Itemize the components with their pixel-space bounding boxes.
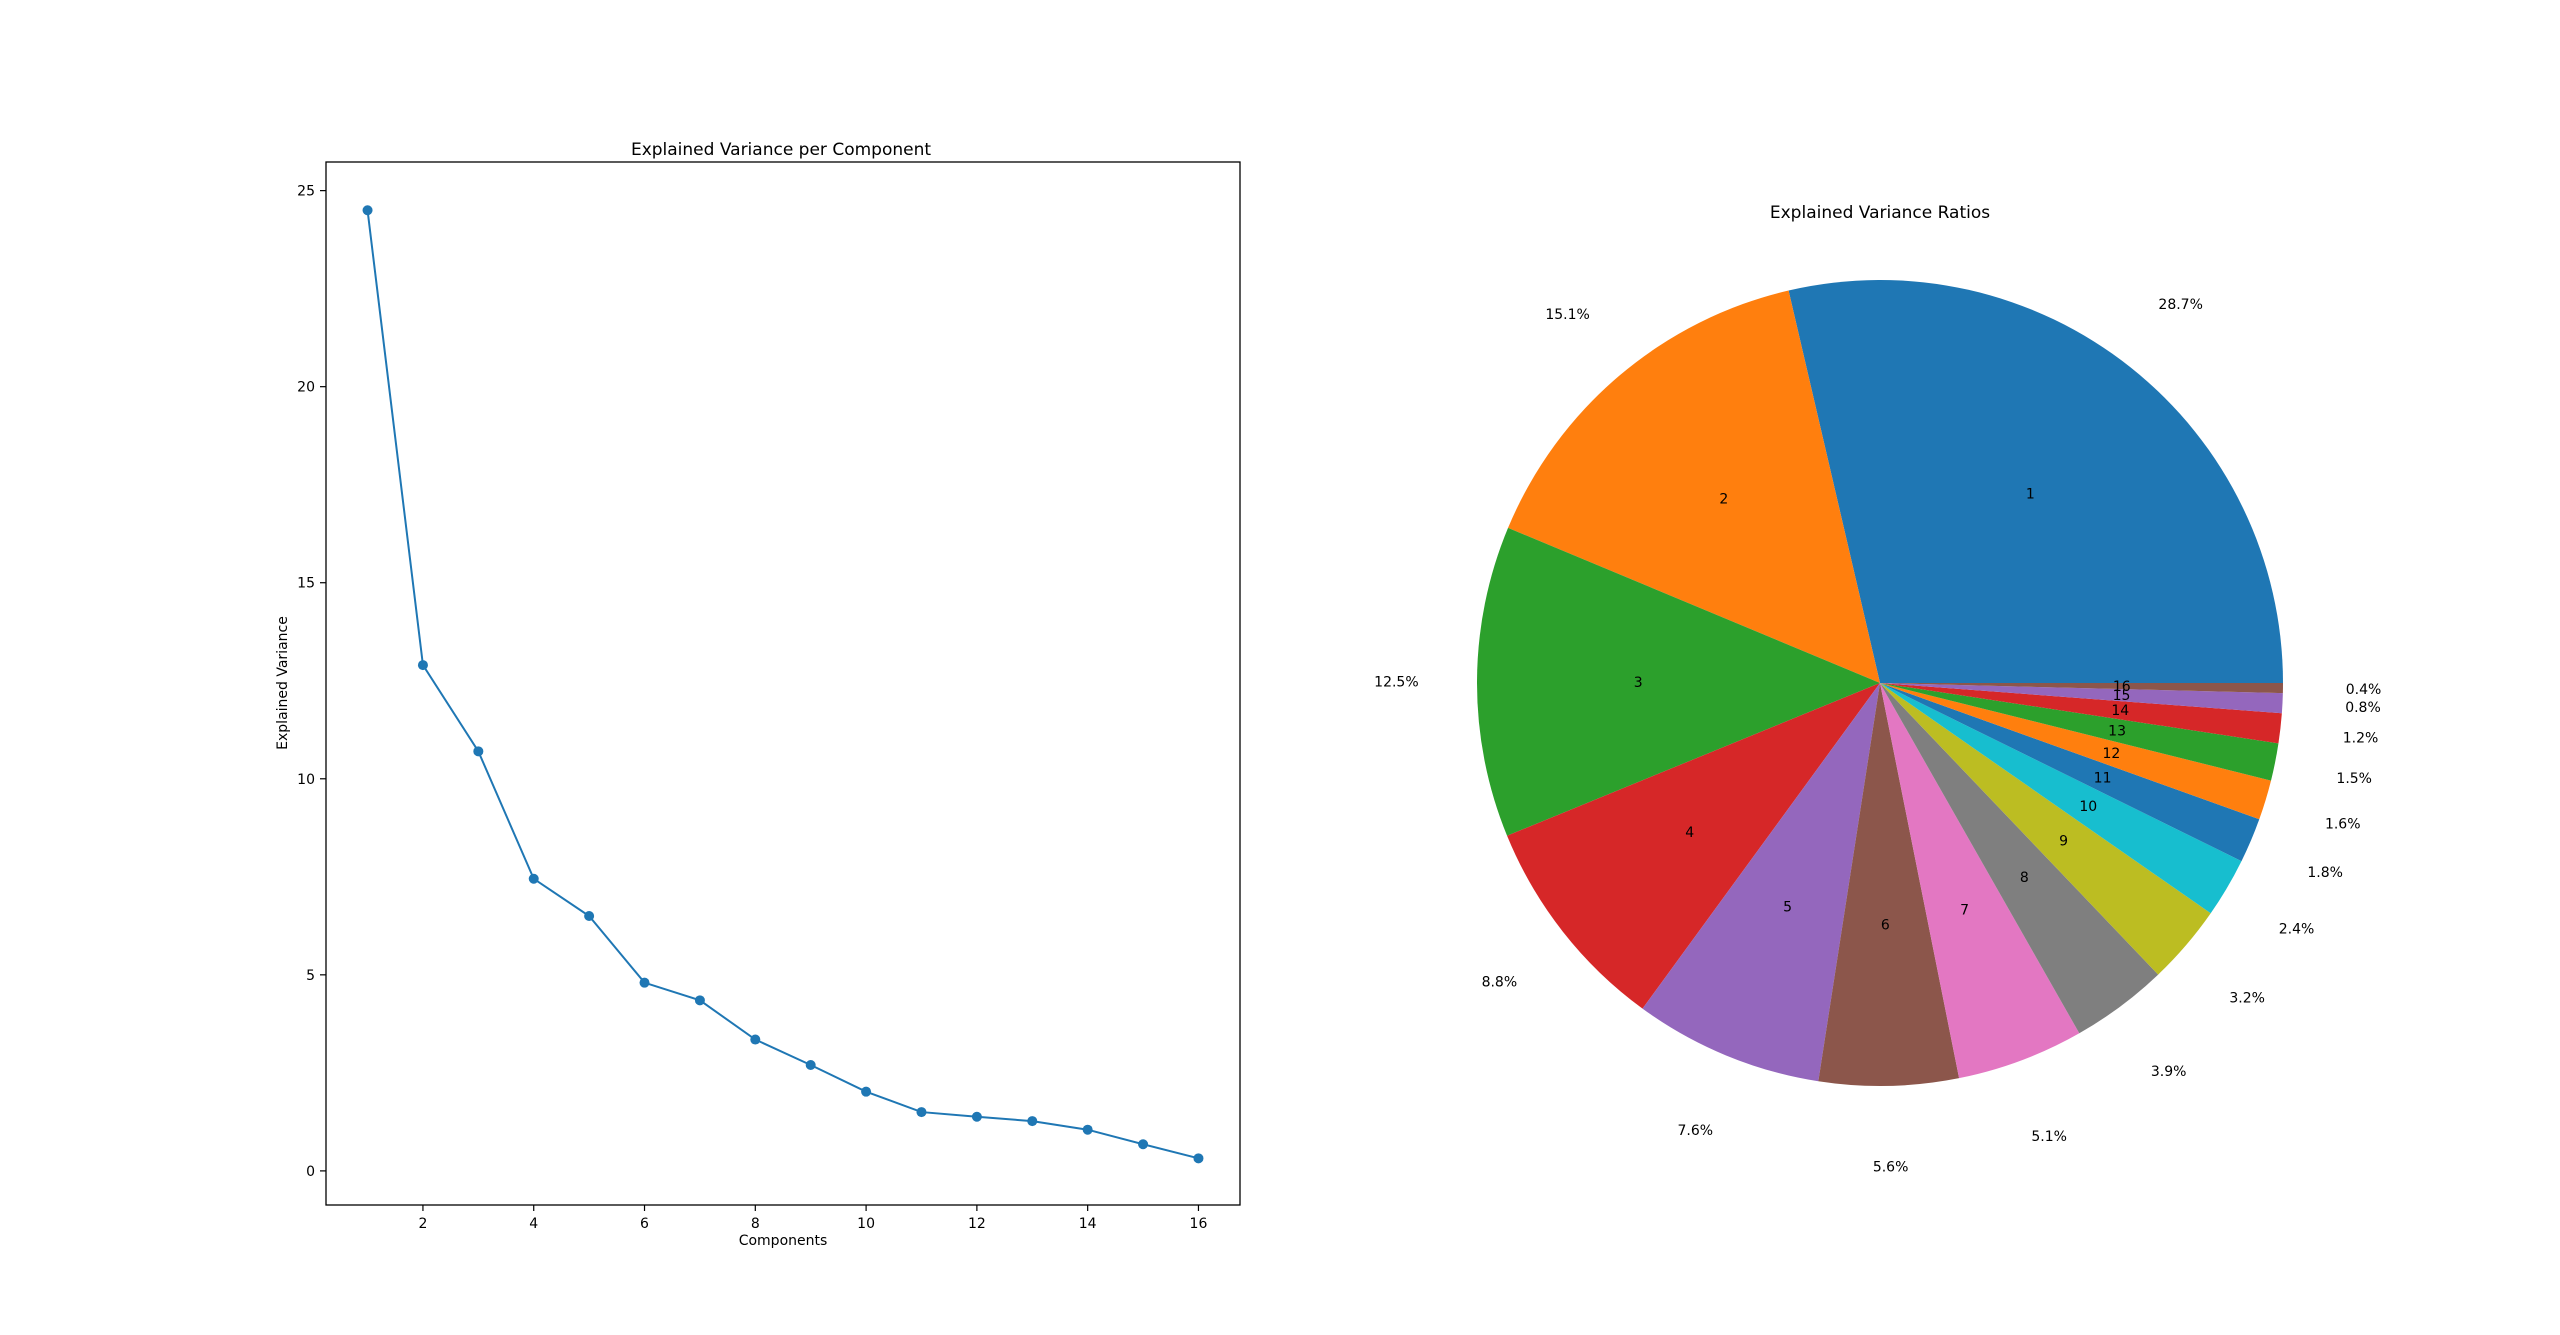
- pie-percent-label: 1.8%: [2307, 865, 2343, 881]
- data-point: [971, 1111, 982, 1122]
- x-axis-label: Components: [739, 1233, 828, 1249]
- data-point: [750, 1034, 761, 1045]
- pie-slice-label: 9: [2059, 833, 2068, 849]
- data-point: [1027, 1116, 1038, 1127]
- x-tick-label: 8: [751, 1216, 760, 1232]
- line-chart-axes-frame: [325, 161, 1241, 1206]
- data-point: [1138, 1139, 1149, 1150]
- y-axis-label: Explained Variance: [275, 616, 291, 750]
- data-point: [1193, 1153, 1204, 1164]
- x-tick-label: 2: [418, 1216, 427, 1232]
- pie-slice-label: 15: [2113, 688, 2131, 704]
- y-tick-label: 0: [306, 1164, 315, 1180]
- x-tick-label: 14: [1079, 1216, 1097, 1232]
- y-tick-label: 20: [297, 380, 315, 396]
- pie-slice-label: 7: [1960, 903, 1969, 919]
- data-point: [805, 1060, 816, 1071]
- pie-wedge: [1642, 683, 1880, 1082]
- pie-percent-label: 0.8%: [2345, 700, 2381, 716]
- pie-slice-label: 3: [1634, 675, 1643, 691]
- pie-percent-label: 7.6%: [1677, 1123, 1713, 1139]
- data-point: [362, 205, 373, 216]
- line-chart: Explained Variance per Component 2 4 6 8 10 1…: [275, 140, 1241, 1249]
- pie-chart-title: Explained Variance Ratios: [1770, 203, 1990, 223]
- pie-wedge: [1507, 683, 1880, 1009]
- y-tick-label: 5: [306, 968, 315, 984]
- pie-wedge: [1818, 683, 1960, 1087]
- y-tick-label: 15: [297, 576, 315, 592]
- x-tick-label: 12: [968, 1216, 986, 1232]
- pie-wedge: [1880, 683, 2242, 914]
- data-point: [1082, 1124, 1093, 1135]
- y-tick-label: 10: [297, 772, 315, 788]
- variance-series-line: [366, 210, 1199, 1160]
- pie-wedge: [1880, 683, 2283, 714]
- data-point: [417, 660, 428, 671]
- pie-percent-label: 5.1%: [2031, 1129, 2067, 1145]
- pie-slice-label: 8: [2020, 870, 2029, 886]
- pie-slice-label: 11: [2094, 770, 2112, 786]
- x-tick-label: 16: [1190, 1216, 1208, 1232]
- pie-slice-label: 10: [2079, 799, 2097, 815]
- x-tick-label: 6: [640, 1216, 649, 1232]
- pie-slice-label: 1: [2026, 487, 2035, 503]
- pie-wedges: [1477, 279, 2283, 1087]
- pie-slice-label: 12: [2102, 746, 2120, 762]
- pie-percent-label: 1.2%: [2343, 730, 2379, 746]
- pie-percent-label: 12.5%: [1374, 674, 1418, 690]
- pie-slice-label: 16: [2113, 679, 2131, 695]
- pie-wedge: [1880, 683, 2159, 1034]
- y-axis-ticks: 0 5 10 15 20 25: [297, 184, 326, 1180]
- pie-percent-label: 5.6%: [1873, 1159, 1909, 1175]
- pie-wedge: [1880, 683, 2282, 744]
- data-point: [639, 977, 650, 988]
- data-point: [694, 995, 705, 1006]
- pie-percent-label: 1.6%: [2325, 816, 2361, 832]
- pie-slice-label: 2: [1719, 491, 1728, 507]
- pie-percent-label: 15.1%: [1545, 307, 1589, 323]
- pie-percent-label: 1.5%: [2336, 771, 2372, 787]
- data-point: [584, 911, 595, 922]
- pie-slice-label: 13: [2108, 723, 2126, 739]
- pie-slice-label: 14: [2111, 703, 2129, 719]
- pie-slice-label: 5: [1783, 899, 1792, 915]
- line-chart-title: Explained Variance per Component: [631, 140, 931, 160]
- pie-slice-label: 4: [1685, 825, 1694, 841]
- data-point: [473, 746, 484, 757]
- pie-percent-label: 28.7%: [2158, 297, 2202, 313]
- pie-wedge: [1880, 683, 2283, 694]
- pie-wedge: [1880, 683, 2211, 975]
- pie-percent-label: 2.4%: [2279, 922, 2315, 938]
- pie-wedge: [1788, 279, 2283, 683]
- data-point: [916, 1107, 927, 1118]
- data-point: [528, 873, 539, 884]
- pie-percent-label: 8.8%: [1482, 974, 1518, 990]
- pie-slice-label: 6: [1881, 918, 1890, 934]
- pie-wedge: [1880, 683, 2272, 820]
- pie-percent-label: 0.4%: [2346, 682, 2382, 698]
- pie-percent-label: 3.2%: [2229, 991, 2265, 1007]
- pie-chart: Explained Variance Ratios 128.7%215.1%31…: [1374, 203, 2381, 1175]
- pie-percent-label: 3.9%: [2151, 1064, 2187, 1080]
- pie-wedge: [1508, 290, 1880, 683]
- x-axis-ticks: 2 4 6 8 10 12 14 16: [418, 1205, 1207, 1232]
- pie-wedge: [1880, 683, 2260, 862]
- pie-wedge: [1477, 527, 1880, 836]
- variance-series-points: [362, 205, 1204, 1164]
- data-point: [861, 1086, 872, 1097]
- pie-wedge: [1880, 683, 2279, 781]
- pie-labels: 1 28.7% 2 15.1% 3 12.5% 4 8.8% 5 7.6% 6 5.6% 7 5.1% 8 3…: [1374, 297, 2381, 1175]
- y-tick-label: 25: [297, 184, 315, 200]
- x-tick-label: 10: [857, 1216, 875, 1232]
- x-tick-label: 4: [529, 1216, 538, 1232]
- pie-wedge: [1880, 683, 2080, 1079]
